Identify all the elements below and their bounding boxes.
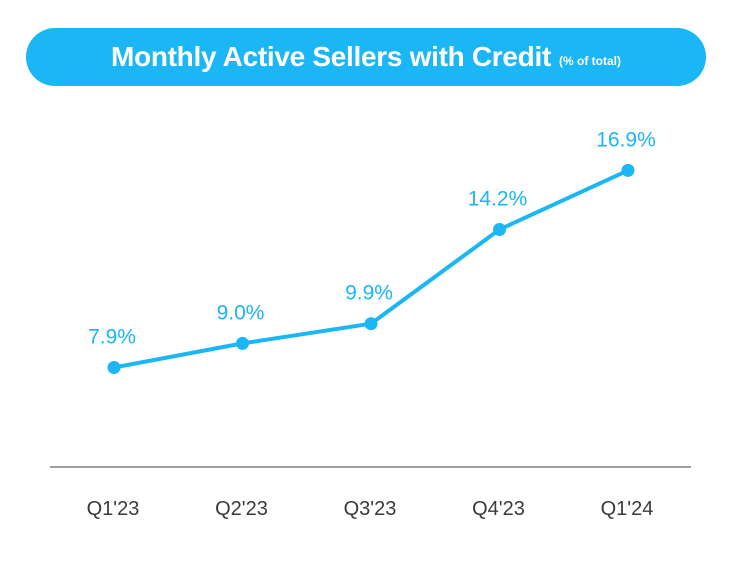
data-point <box>107 360 121 374</box>
data-label: 7.9% <box>88 325 136 348</box>
series-line <box>112 168 630 370</box>
data-point <box>493 223 506 237</box>
x-tick-label: Q3'23 <box>344 498 397 520</box>
data-label: 16.9% <box>596 128 656 151</box>
chart-title-banner: Monthly Active Sellers with Credit (% of… <box>26 28 706 86</box>
x-tick-label: Q1'24 <box>601 498 654 520</box>
x-tick-label: Q4'23 <box>472 498 525 520</box>
chart-subtitle: (% of total) <box>558 54 621 68</box>
data-point <box>621 163 635 177</box>
data-point <box>364 317 378 331</box>
data-label: 9.0% <box>217 301 265 324</box>
data-point <box>236 336 249 350</box>
x-tick-label: Q2'23 <box>215 498 268 520</box>
x-tick-label: Q1'23 <box>87 498 140 520</box>
chart-title: Monthly Active Sellers with Credit <box>111 41 551 72</box>
data-label: 14.2% <box>468 188 528 211</box>
data-label: 9.9% <box>345 282 393 305</box>
